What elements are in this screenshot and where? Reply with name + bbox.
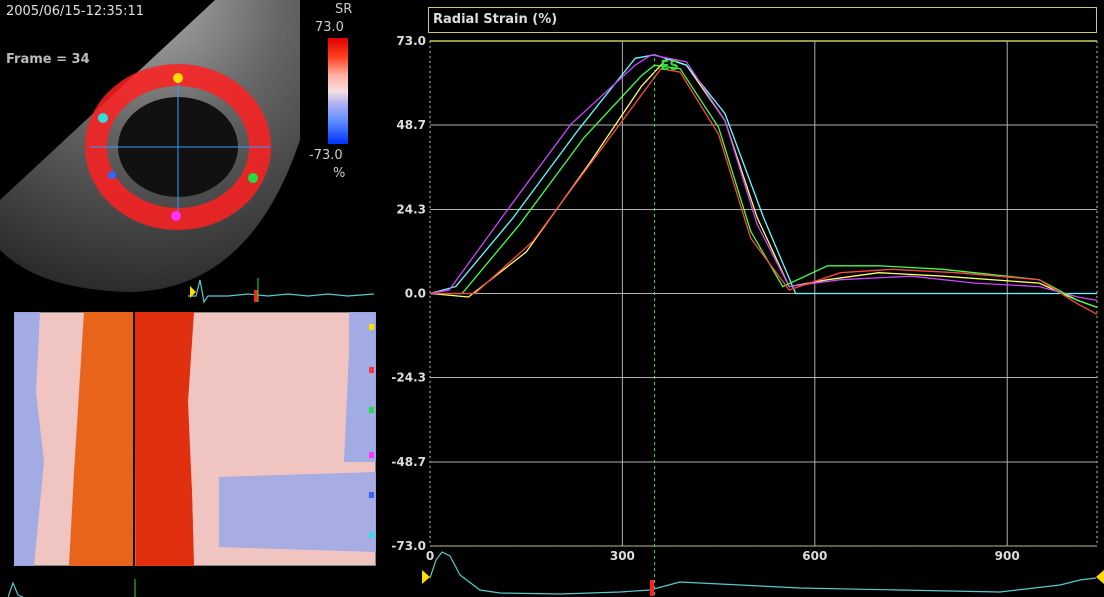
ecg-start-marker[interactable]: [190, 286, 196, 298]
segment-marker-cyan[interactable]: [98, 113, 108, 123]
series-line-3: [429, 54, 1098, 302]
echo-ecg-strip: [188, 278, 375, 304]
chart-ecg-trace: [429, 551, 1097, 595]
series-line-4: [430, 64, 1098, 308]
series-line-2: [429, 54, 1097, 295]
x-tick-label: 300: [610, 549, 635, 563]
y-tick-label: -48.7: [391, 455, 426, 469]
mmode-ecg-strip: [8, 579, 136, 597]
segment-marker-yellow[interactable]: [173, 73, 183, 83]
segment-marker-magenta[interactable]: [171, 211, 181, 221]
y-tick-label: 24.3: [396, 202, 426, 216]
legend-title: SR: [335, 2, 353, 17]
y-tick-label: 0.0: [405, 287, 426, 301]
y-tick-label: 73.0: [396, 34, 426, 48]
legend-unit: %: [333, 166, 346, 181]
segment-marker-green[interactable]: [248, 173, 258, 183]
y-tick-label: -24.3: [391, 371, 426, 385]
ecg-es-marker[interactable]: [650, 580, 654, 596]
mmode-panel: [14, 312, 376, 566]
x-tick-label: 600: [802, 549, 827, 563]
echo-image: [0, 0, 300, 292]
x-tick-label: 900: [995, 549, 1020, 563]
ecg-frame-marker[interactable]: [254, 290, 258, 302]
y-tick-label: -73.0: [391, 539, 426, 553]
x-tick-label: 0: [426, 549, 434, 563]
legend-max: 73.0: [315, 20, 344, 35]
legend-min: -73.0: [309, 148, 343, 163]
timestamp: 2005/06/15-12:35:11: [6, 4, 145, 19]
chart-title: Radial Strain (%): [433, 12, 558, 27]
segment-marker-blue[interactable]: [108, 171, 116, 179]
es-label: ES: [660, 59, 678, 74]
series-line-1: [429, 57, 1098, 308]
chart-title-box: [428, 7, 1097, 33]
frame-label: Frame = 34: [6, 52, 90, 67]
ecg-left-marker[interactable]: [422, 570, 430, 584]
color-scale-bar: [328, 38, 348, 144]
y-tick-label: 48.7: [396, 118, 426, 132]
series-line-5: [430, 67, 1098, 315]
ecg-right-marker[interactable]: [1096, 570, 1104, 584]
